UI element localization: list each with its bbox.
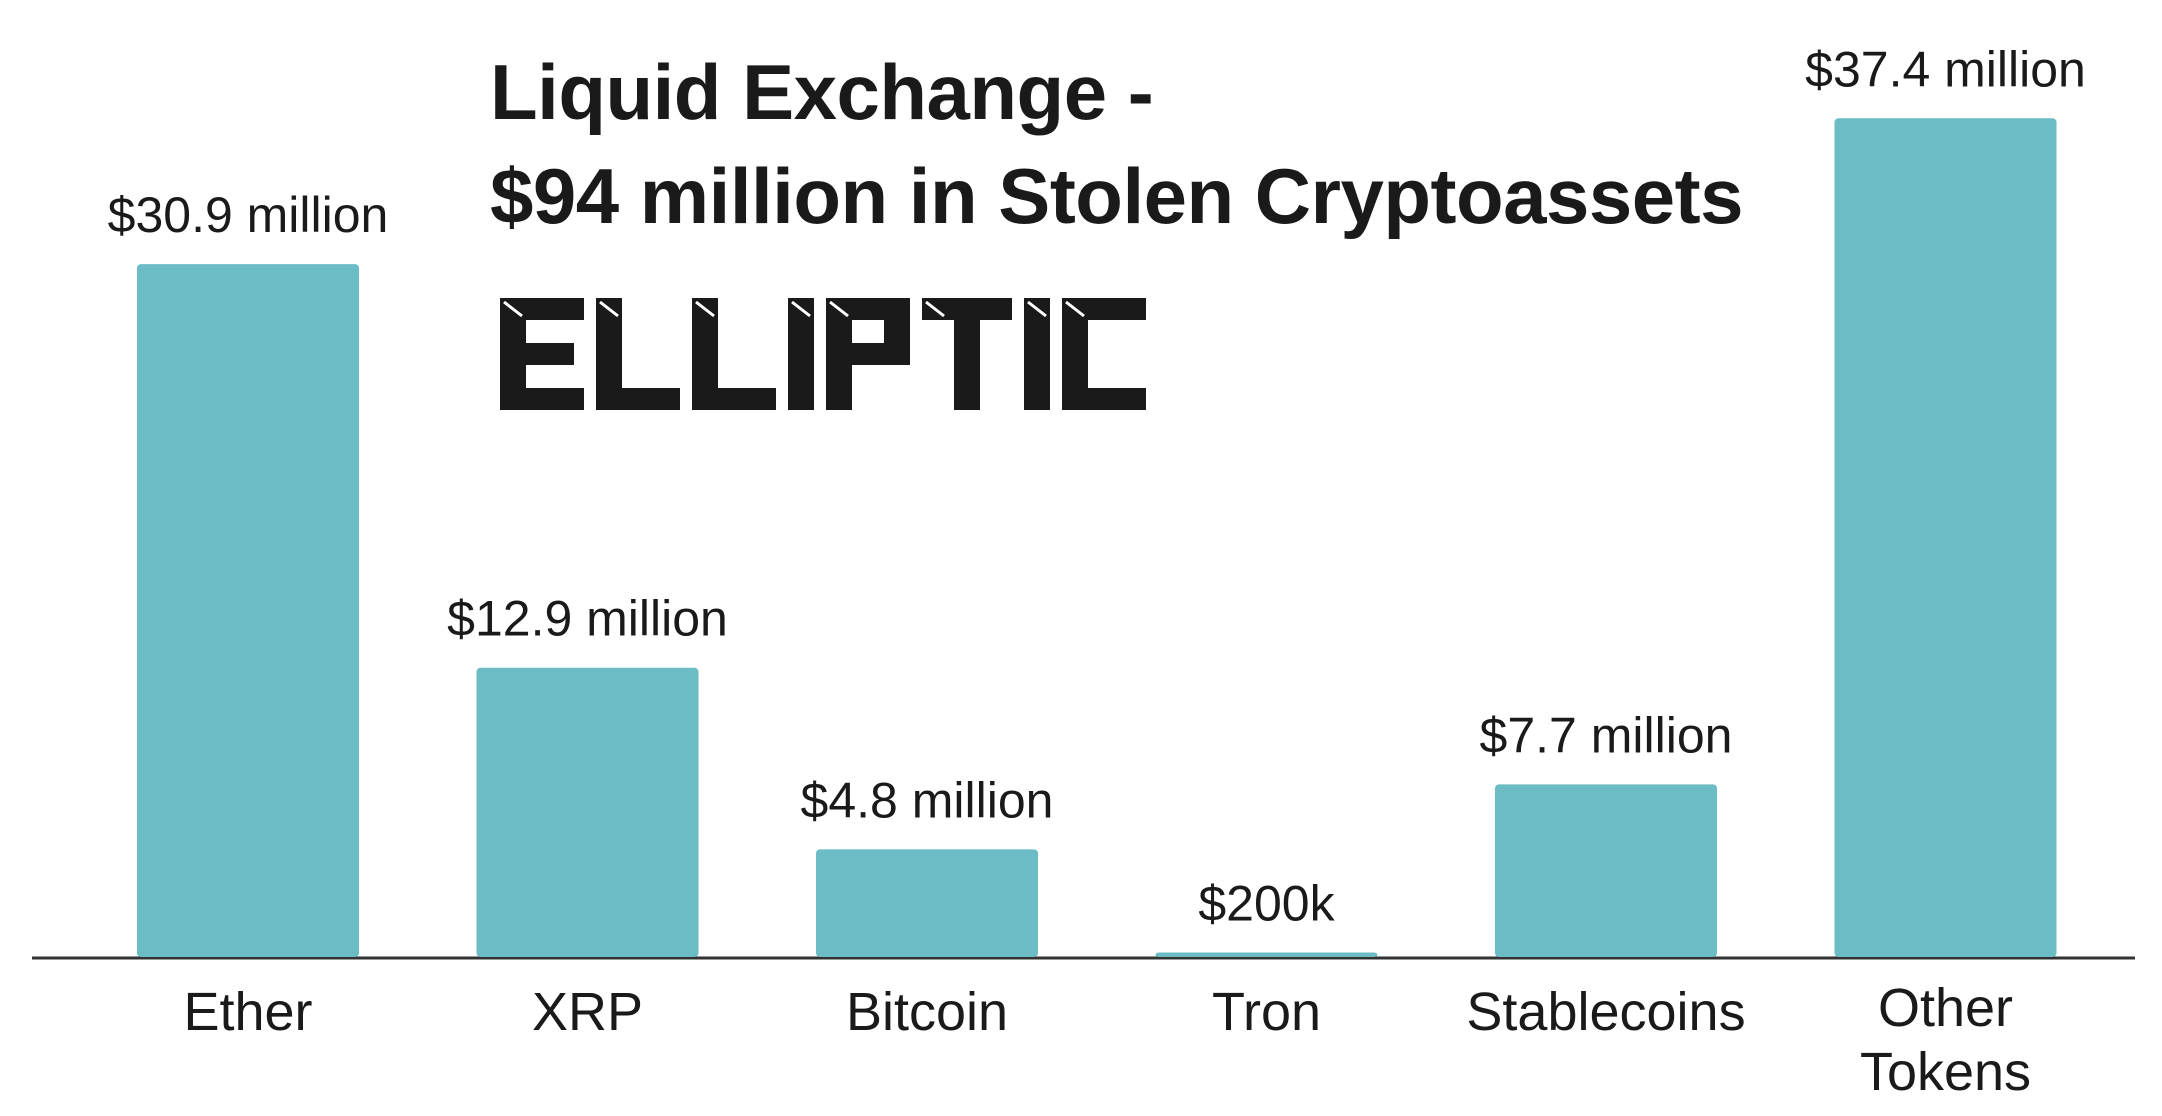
data-label: $37.4 million [1805, 41, 2086, 97]
bar-tron [1155, 952, 1378, 957]
chart-title: Liquid Exchange - $94 million in Stolen … [490, 40, 1810, 248]
bar-bitcoin [816, 849, 1038, 957]
data-label: $200k [1198, 876, 1335, 932]
data-label: $7.7 million [1480, 707, 1733, 763]
x-tick-label: Other Tokens [1860, 978, 2031, 1102]
bar-other-tokens [1834, 118, 2057, 958]
bar-ether [137, 264, 359, 957]
bar-xrp [476, 667, 699, 957]
elliptic-logo: ELLIPTIC [500, 298, 1240, 410]
x-tick-label: Bitcoin [846, 982, 1008, 1042]
x-tick-label: Tron [1212, 982, 1321, 1042]
x-tick-label: XRP [532, 982, 643, 1042]
data-label: $4.8 million [801, 772, 1054, 828]
chart-title-line-2: $94 million in Stolen Cryptoassets [490, 152, 1744, 240]
x-tick-label: Ether [183, 982, 312, 1042]
bar-stablecoins [1495, 784, 1717, 957]
x-tick-label: Stablecoins [1466, 982, 1745, 1042]
data-label: $30.9 million [108, 187, 389, 243]
data-label: $12.9 million [447, 591, 728, 647]
chart-title-line-1: Liquid Exchange - [490, 48, 1154, 136]
